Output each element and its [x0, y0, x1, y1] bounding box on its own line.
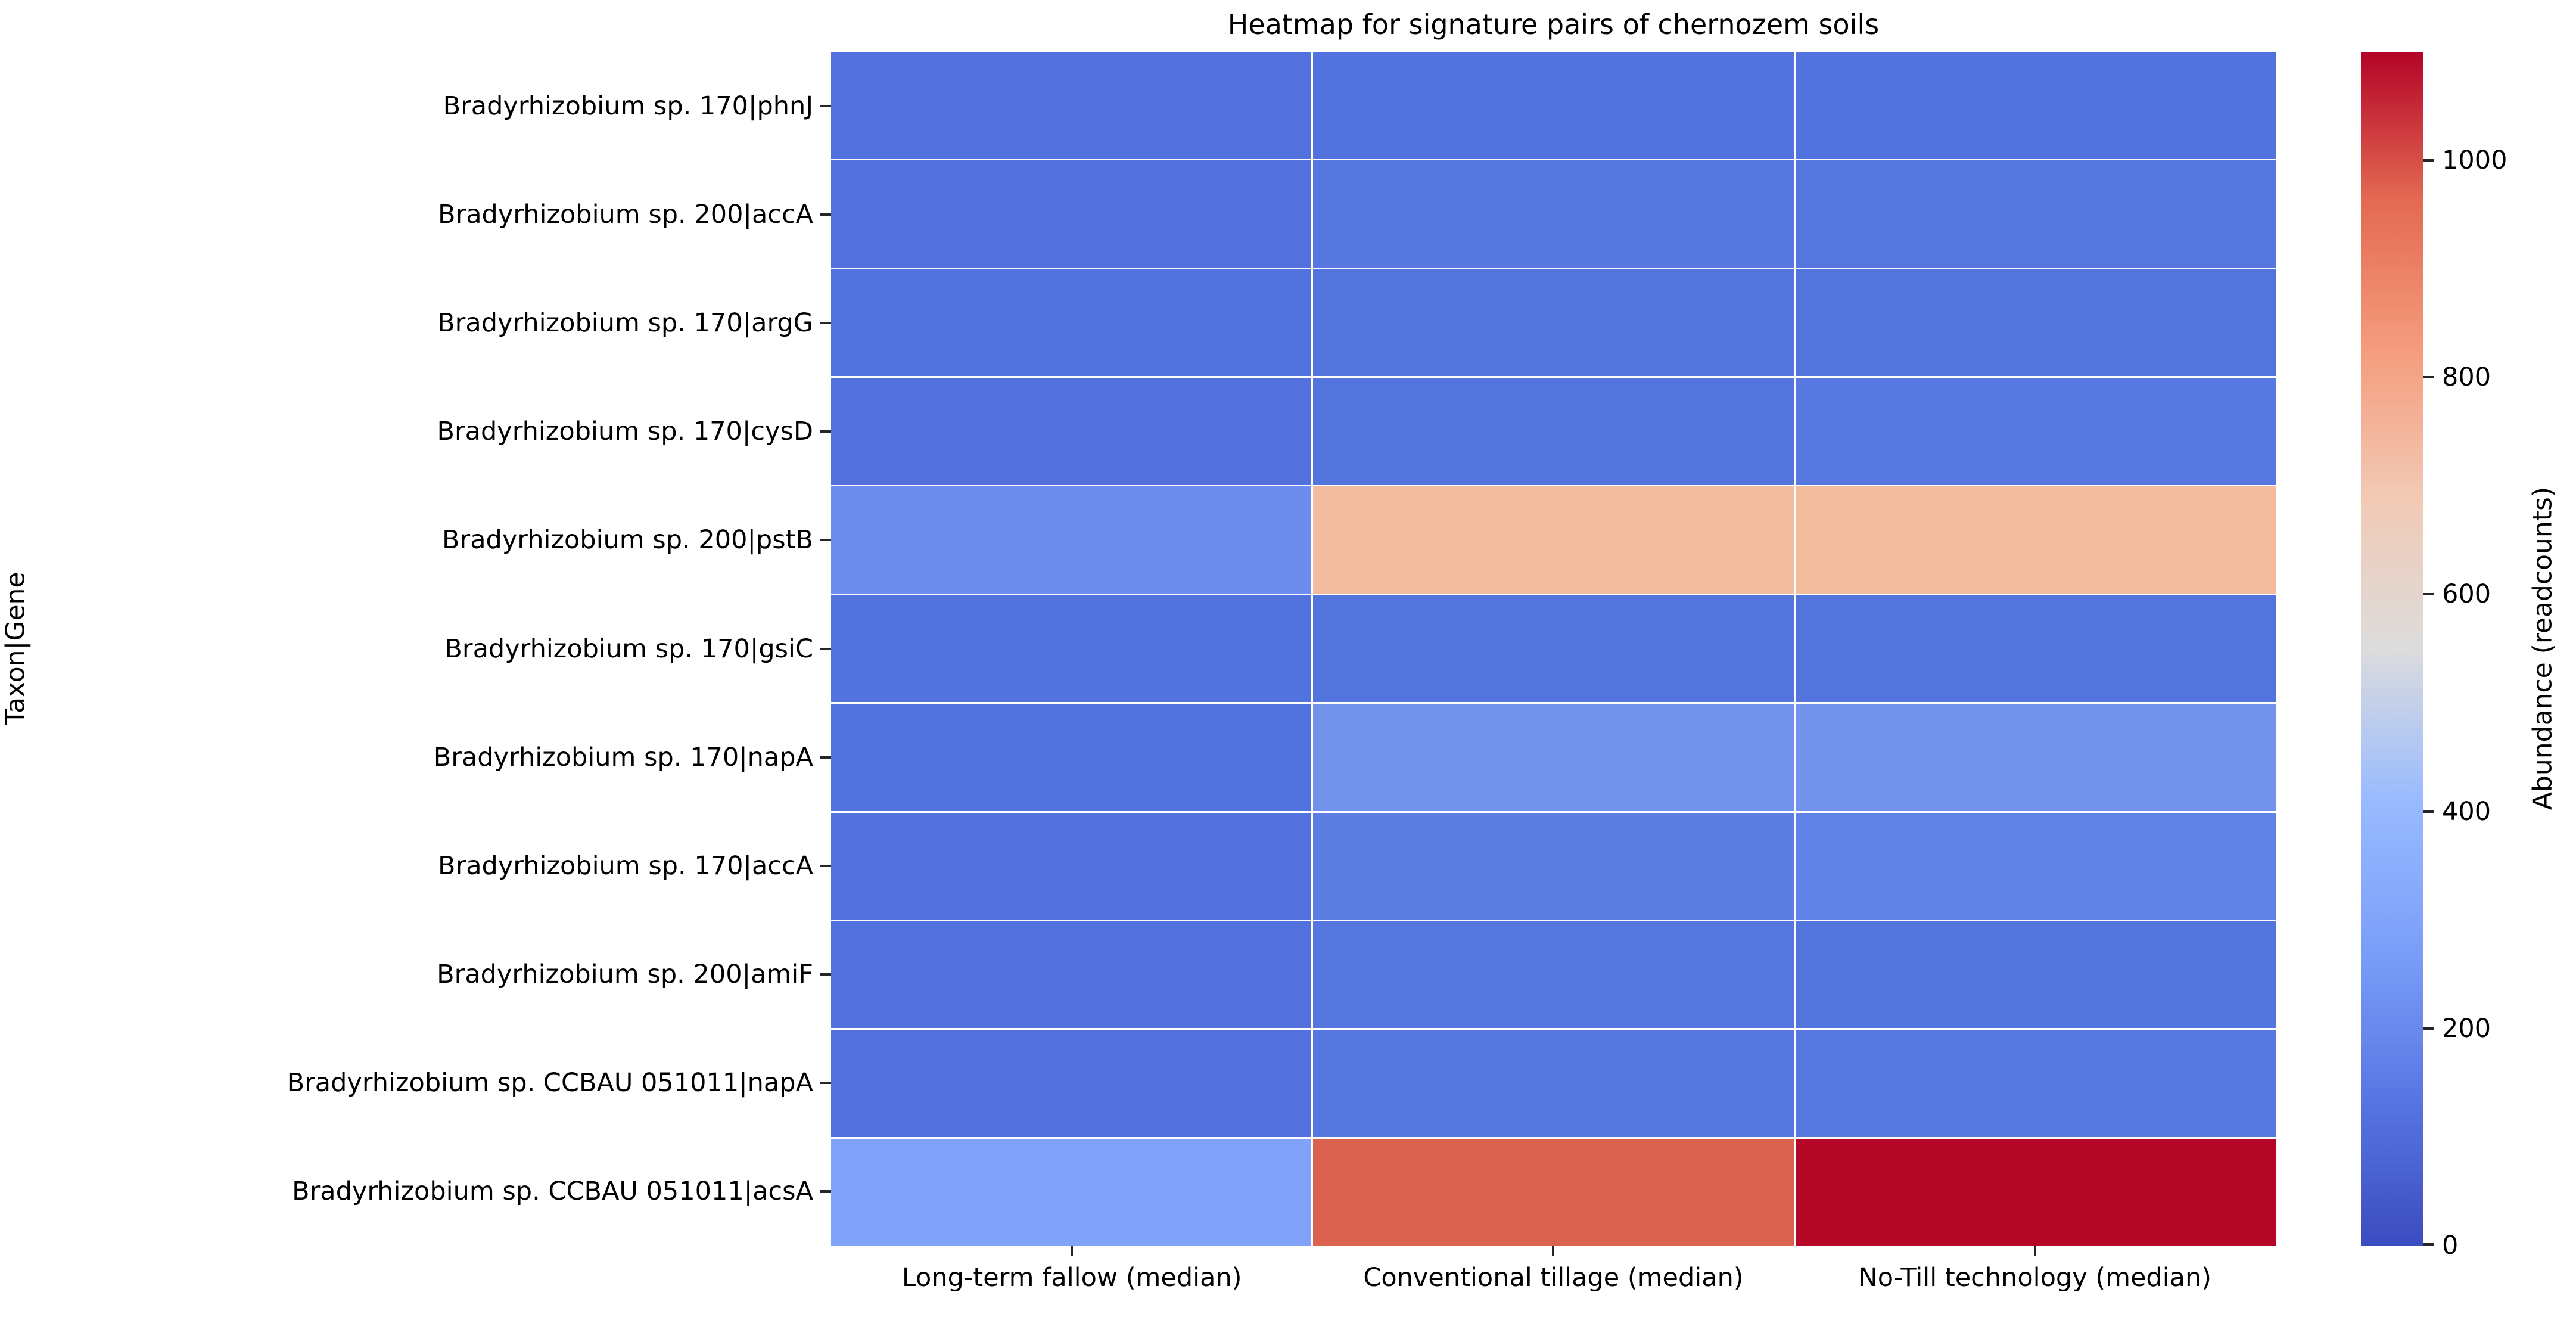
- colorbar-ticks: 0 200 400 600 800 1000: [2423, 52, 2576, 1260]
- colorbar-tick-label: 1000: [2442, 145, 2507, 176]
- heatmap-cell-r6-c1: [831, 595, 1312, 703]
- y-tick-label: Bradyrhizobium sp. CCBAU 051011|acsA: [292, 1176, 813, 1206]
- y-tick-label: Bradyrhizobium sp. 170|cysD: [437, 417, 813, 447]
- heatmap-cell-r10-c1: [831, 1030, 1312, 1137]
- heatmap-cell-r11-c1: [831, 1138, 1312, 1246]
- y-tick-label: Bradyrhizobium sp. CCBAU 051011|napA: [287, 1067, 813, 1098]
- colorbar-label: Abundance (readcounts): [2527, 486, 2558, 810]
- heatmap-cell-r10-c2: [1313, 1030, 1794, 1137]
- heatmap-cell-r3-c2: [1313, 269, 1794, 377]
- heatmap-cell-r9-c2: [1313, 921, 1794, 1029]
- heatmap-cell-r6-c3: [1795, 595, 2276, 703]
- heatmap-cell-r10-c3: [1795, 1030, 2276, 1137]
- y-tick-mark: [820, 756, 831, 759]
- heatmap-cell-r1-c2: [1313, 52, 1794, 159]
- colorbar-tick-mark: [2423, 1027, 2434, 1030]
- y-tick-label: Bradyrhizobium sp. 170|gsiC: [444, 634, 813, 664]
- heatmap-cell-r4-c1: [831, 378, 1312, 485]
- y-tick-mark: [820, 864, 831, 867]
- heatmap-cell-r11-c3: [1795, 1138, 2276, 1246]
- y-tick-row-11: Bradyrhizobium sp. CCBAU 051011|acsA: [0, 1137, 831, 1246]
- y-tick-row-10: Bradyrhizobium sp. CCBAU 051011|napA: [0, 1029, 831, 1137]
- heatmap-cell-r1-c3: [1795, 52, 2276, 159]
- x-tick-label: Conventional tillage (median): [1363, 1263, 1744, 1293]
- heatmap-cell-r6-c2: [1313, 595, 1794, 703]
- colorbar-tick-label: 0: [2442, 1231, 2459, 1260]
- x-tick-label: Long-term fallow (median): [901, 1263, 1242, 1293]
- heatmap-cell-r9-c3: [1795, 921, 2276, 1029]
- heatmap-cell-r11-c2: [1313, 1138, 1794, 1246]
- y-tick-label: Bradyrhizobium sp. 170|napA: [433, 742, 813, 772]
- heatmap-cell-r9-c1: [831, 921, 1312, 1029]
- x-tick-col-1: Long-term fallow (median): [831, 1246, 1312, 1293]
- heatmap-cell-r8-c2: [1313, 812, 1794, 920]
- heatmap-cell-r4-c3: [1795, 378, 2276, 485]
- y-tick-row-3: Bradyrhizobium sp. 170|argG: [0, 269, 831, 377]
- y-tick-row-4: Bradyrhizobium sp. 170|cysD: [0, 377, 831, 486]
- x-tick-mark: [2033, 1246, 2036, 1256]
- x-tick-col-2: Conventional tillage (median): [1312, 1246, 1794, 1293]
- colorbar-tick-mark: [2423, 810, 2434, 813]
- heatmap-cell-r3-c3: [1795, 269, 2276, 377]
- heatmap-cell-r7-c2: [1313, 704, 1794, 811]
- heatmap-cell-r2-c2: [1313, 160, 1794, 268]
- heatmap-cell-r5-c3: [1795, 486, 2276, 594]
- y-tick-mark: [820, 973, 831, 976]
- y-tick-label: Bradyrhizobium sp. 200|accA: [438, 200, 813, 230]
- y-tick-mark: [820, 213, 831, 216]
- heatmap-cell-r8-c3: [1795, 812, 2276, 920]
- y-tick-row-7: Bradyrhizobium sp. 170|napA: [0, 703, 831, 812]
- heatmap-cell-r8-c1: [831, 812, 1312, 920]
- colorbar-tick-label: 800: [2442, 362, 2491, 393]
- y-tick-label: Bradyrhizobium sp. 170|phnJ: [443, 91, 813, 122]
- x-tick-mark: [1552, 1246, 1555, 1256]
- y-tick-mark: [820, 105, 831, 108]
- y-tick-row-9: Bradyrhizobium sp. 200|amiF: [0, 920, 831, 1029]
- y-tick-mark: [820, 647, 831, 650]
- heatmap-cell-r4-c2: [1313, 378, 1794, 485]
- colorbar-tick-label: 200: [2442, 1013, 2491, 1044]
- y-tick-mark: [820, 1190, 831, 1193]
- heatmap-cell-r7-c3: [1795, 704, 2276, 811]
- colorbar-tick-mark: [2423, 376, 2434, 379]
- colorbar-tick-label: 600: [2442, 579, 2491, 610]
- y-tick-mark: [820, 539, 831, 542]
- y-tick-label: Bradyrhizobium sp. 170|argG: [437, 308, 813, 339]
- colorbar-tick-mark: [2423, 593, 2434, 596]
- heatmap-cell-r2-c1: [831, 160, 1312, 268]
- heatmap-cell-r5-c2: [1313, 486, 1794, 594]
- y-tick-row-8: Bradyrhizobium sp. 170|accA: [0, 812, 831, 920]
- heatmap-cell-r2-c3: [1795, 160, 2276, 268]
- y-tick-row-2: Bradyrhizobium sp. 200|accA: [0, 160, 831, 269]
- heatmap-cell-r5-c1: [831, 486, 1312, 594]
- y-tick-row-6: Bradyrhizobium sp. 170|gsiC: [0, 594, 831, 703]
- x-tick-mark: [1071, 1246, 1074, 1256]
- x-tick-labels: Long-term fallow (median) Conventional ti…: [831, 1246, 2276, 1293]
- heatmap-cell-r3-c1: [831, 269, 1312, 377]
- heatmap-grid: [831, 52, 2276, 1246]
- y-tick-labels: Bradyrhizobium sp. 170|phnJ Bradyrhizobiu…: [0, 52, 831, 1246]
- y-tick-mark: [820, 430, 831, 433]
- x-tick-col-3: No-Till technology (median): [1794, 1246, 2276, 1293]
- colorbar-tick-mark: [2423, 159, 2434, 162]
- colorbar-tick-mark: [2423, 1243, 2434, 1246]
- y-tick-mark: [820, 1081, 831, 1084]
- y-tick-label: Bradyrhizobium sp. 200|amiF: [437, 959, 813, 989]
- x-tick-label: No-Till technology (median): [1858, 1263, 2212, 1293]
- heatmap-cell-r1-c1: [831, 52, 1312, 159]
- y-tick-row-5: Bradyrhizobium sp. 200|pstB: [0, 486, 831, 594]
- chart-title: Heatmap for signature pairs of chernozem…: [1227, 8, 1880, 41]
- y-tick-mark: [820, 322, 831, 325]
- colorbar: [2361, 52, 2423, 1246]
- y-tick-label: Bradyrhizobium sp. 200|pstB: [442, 525, 813, 555]
- colorbar-tick-label: 400: [2442, 796, 2491, 827]
- y-tick-row-1: Bradyrhizobium sp. 170|phnJ: [0, 52, 831, 160]
- heatmap-cell-r7-c1: [831, 704, 1312, 811]
- y-tick-label: Bradyrhizobium sp. 170|accA: [438, 850, 813, 881]
